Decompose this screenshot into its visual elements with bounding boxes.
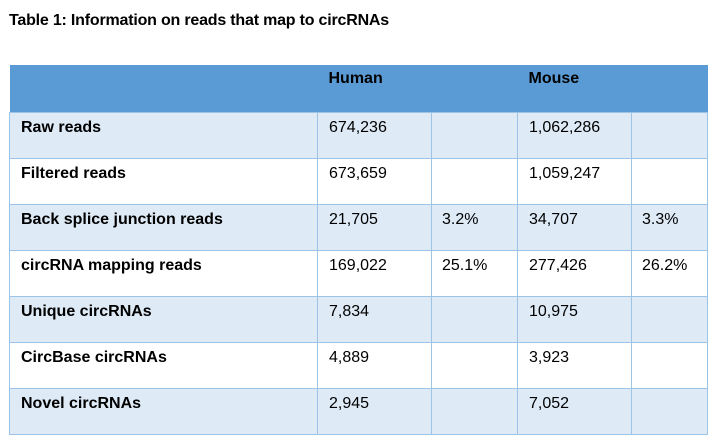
row-label: Unique circRNAs bbox=[9, 295, 318, 343]
table-cell bbox=[431, 387, 518, 435]
column-header bbox=[431, 65, 518, 112]
column-header bbox=[9, 65, 318, 112]
table-cell: 3.2% bbox=[431, 203, 518, 251]
table-cell: 2,945 bbox=[317, 387, 432, 435]
table-cell: 7,052 bbox=[517, 387, 632, 435]
table-cell: 1,062,286 bbox=[517, 111, 632, 159]
table-row: Raw reads 674,236 1,062,286 bbox=[9, 111, 708, 159]
table-row: Filtered reads 673,659 1,059,247 bbox=[9, 157, 708, 205]
table-cell: 169,022 bbox=[317, 249, 432, 297]
circrna-reads-table: Human Mouse Raw reads 674,236 1,062,286 Filt… bbox=[9, 65, 708, 435]
table-cell: 21,705 bbox=[317, 203, 432, 251]
table-cell: 277,426 bbox=[517, 249, 632, 297]
table-cell bbox=[431, 111, 518, 159]
table-row: Novel circRNAs 2,945 7,052 bbox=[9, 387, 708, 435]
row-label: Raw reads bbox=[9, 111, 318, 159]
table-cell: 34,707 bbox=[517, 203, 632, 251]
table-cell bbox=[631, 111, 708, 159]
table-cell: 674,236 bbox=[317, 111, 432, 159]
column-header bbox=[631, 65, 708, 112]
row-label: Back splice junction reads bbox=[9, 203, 318, 251]
table-cell: 3,923 bbox=[517, 341, 632, 389]
table-title: Table 1: Information on reads that map t… bbox=[9, 12, 389, 29]
table-cell bbox=[431, 157, 518, 205]
row-label: Filtered reads bbox=[9, 157, 318, 205]
table-cell: 3.3% bbox=[631, 203, 708, 251]
row-label: Novel circRNAs bbox=[9, 387, 318, 435]
table-cell: 4,889 bbox=[317, 341, 432, 389]
table-row: CircBase circRNAs 4,889 3,923 bbox=[9, 341, 708, 389]
table-cell bbox=[431, 341, 518, 389]
table-cell: 673,659 bbox=[317, 157, 432, 205]
column-header: Mouse bbox=[517, 65, 632, 112]
table-row: circRNA mapping reads 169,022 25.1% 277,426… bbox=[9, 249, 708, 297]
table-cell: 10,975 bbox=[517, 295, 632, 343]
table-cell bbox=[631, 387, 708, 435]
table-cell: 7,834 bbox=[317, 295, 432, 343]
table-row: Back splice junction reads 21,705 3.2% 34,7… bbox=[9, 203, 708, 251]
header-row: Human Mouse bbox=[9, 65, 708, 112]
table-cell: 26.2% bbox=[631, 249, 708, 297]
table-cell bbox=[631, 295, 708, 343]
table-cell bbox=[631, 157, 708, 205]
table-cell bbox=[631, 341, 708, 389]
table-cell: 25.1% bbox=[431, 249, 518, 297]
table-cell bbox=[431, 295, 518, 343]
row-label: circRNA mapping reads bbox=[9, 249, 318, 297]
table-row: Unique circRNAs 7,834 10,975 bbox=[9, 295, 708, 343]
row-label: CircBase circRNAs bbox=[9, 341, 318, 389]
table-cell: 1,059,247 bbox=[517, 157, 632, 205]
column-header: Human bbox=[317, 65, 432, 112]
